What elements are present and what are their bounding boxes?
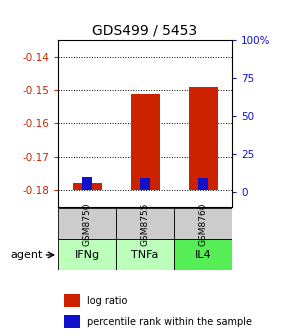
Text: GSM8750: GSM8750 — [82, 202, 92, 246]
Bar — [64, 315, 80, 328]
Bar — [116, 239, 174, 270]
Bar — [140, 178, 150, 190]
Text: GSM8760: GSM8760 — [198, 202, 208, 246]
Text: IL4: IL4 — [195, 250, 211, 260]
Bar — [58, 208, 116, 239]
Bar — [174, 208, 232, 239]
Bar — [82, 177, 92, 190]
Bar — [116, 208, 174, 239]
Bar — [130, 93, 160, 190]
Text: agent: agent — [10, 250, 43, 260]
Bar — [58, 239, 116, 270]
Text: percentile rank within the sample: percentile rank within the sample — [87, 317, 252, 327]
Bar — [64, 294, 80, 307]
Text: GSM8755: GSM8755 — [140, 202, 150, 246]
Polygon shape — [44, 250, 57, 260]
Title: GDS499 / 5453: GDS499 / 5453 — [93, 24, 197, 38]
Bar — [188, 87, 218, 190]
Bar — [72, 183, 102, 190]
Text: IFNg: IFNg — [75, 250, 99, 260]
Text: log ratio: log ratio — [87, 296, 127, 306]
Bar — [174, 239, 232, 270]
Text: TNFa: TNFa — [131, 250, 159, 260]
Bar — [198, 178, 208, 190]
